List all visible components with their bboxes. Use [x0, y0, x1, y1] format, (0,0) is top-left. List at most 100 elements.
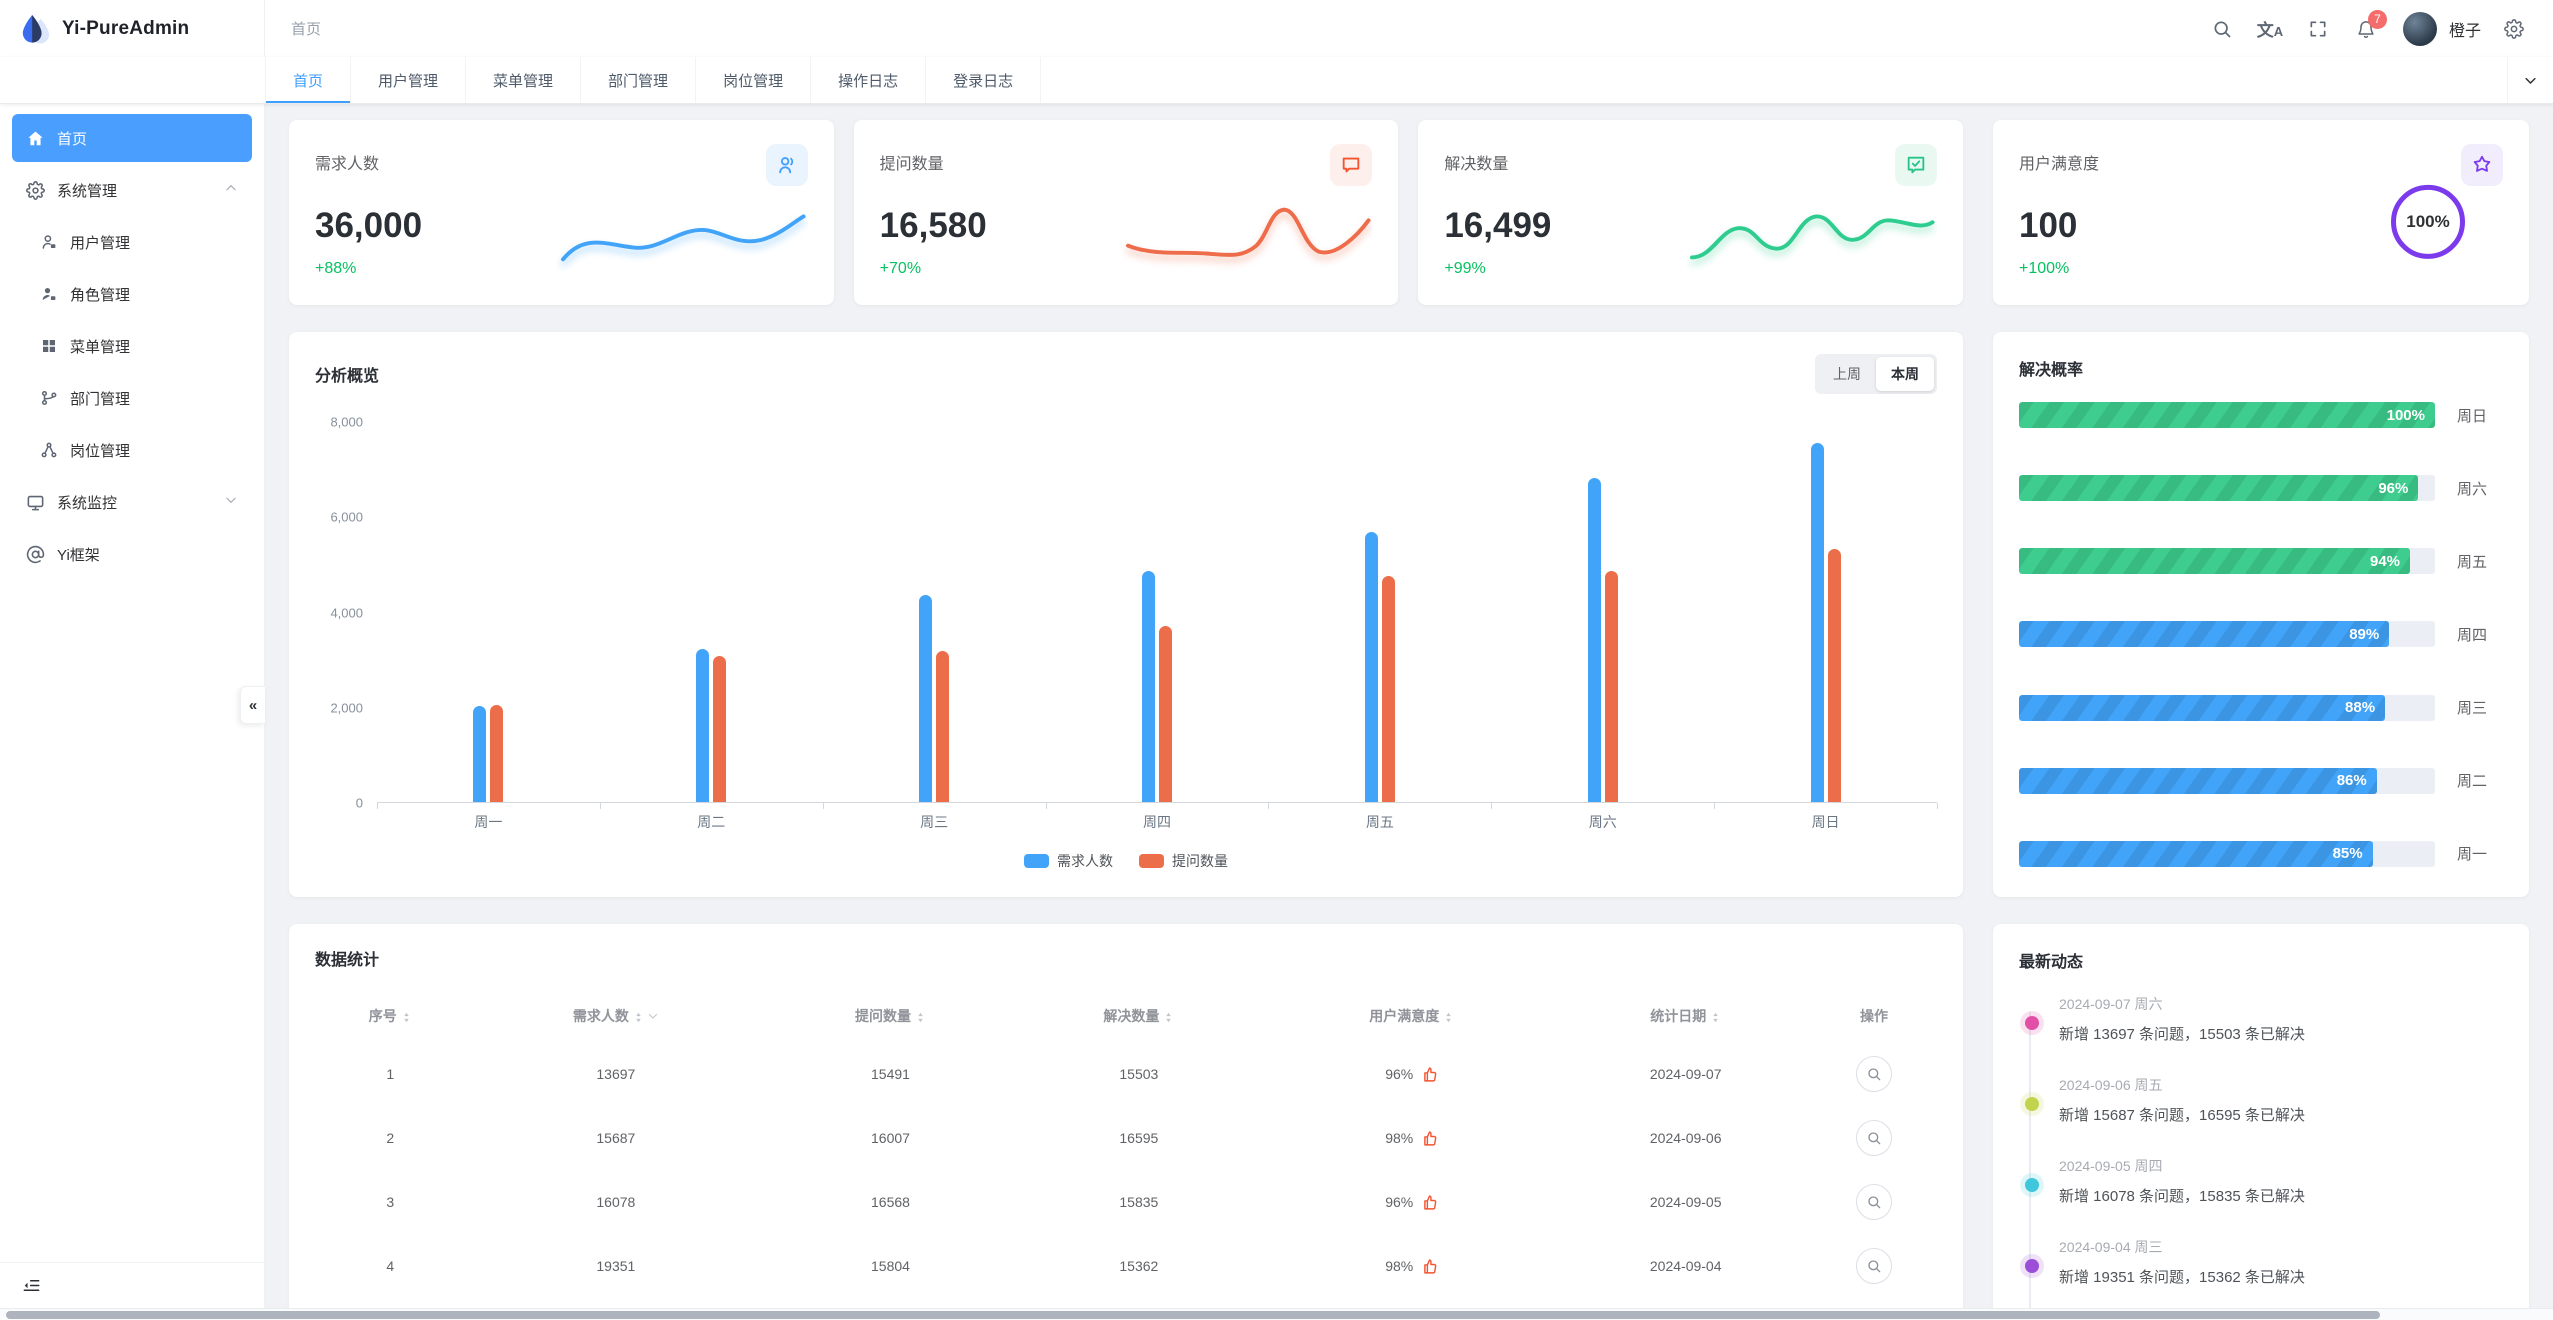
chevron-down-icon — [224, 493, 238, 511]
date-cell: 2024-09-05 — [1649, 1194, 1722, 1210]
timeline-text: 新增 19351 条问题，15362 条已解决 — [2059, 1269, 2305, 1286]
avatar[interactable] — [2402, 11, 2437, 46]
progress-track: 86% — [2019, 767, 2435, 794]
progress-row-周五: 94% 周五 — [2019, 548, 2503, 575]
stat-trend: +70% — [879, 260, 922, 277]
legend-item-需求人数[interactable]: 需求人数 — [1024, 851, 1113, 871]
app-header: Yi-PureAdmin 首页 文A 7 橙子 — [0, 0, 2553, 57]
table-cell: 16007 — [871, 1130, 910, 1146]
sidebar-item-系统监控[interactable]: 系统监控 — [12, 478, 252, 526]
table-header-row: 序号 需求人数 提问数量 解决数量 用户满意度 统计日期 操作 — [315, 992, 1937, 1042]
chart-bar-需求人数-周二 — [696, 649, 710, 802]
stat-trend: +100% — [2019, 260, 2070, 277]
tab-1[interactable]: 首页 — [265, 57, 352, 103]
y-axis-label: 4,000 — [330, 605, 363, 620]
sidebar-item-岗位管理[interactable]: 岗位管理 — [12, 426, 252, 474]
fullscreen-icon[interactable] — [2297, 8, 2339, 50]
bell-icon[interactable]: 7 — [2345, 8, 2387, 50]
progress-value: 89% — [2349, 625, 2380, 643]
progress-row-周二: 86% 周二 — [2019, 767, 2503, 794]
user-name[interactable]: 橙子 — [2448, 22, 2481, 40]
sidebar-item-label: 角色管理 — [70, 286, 131, 304]
solve-panel-title: 解决概率 — [2019, 362, 2084, 379]
legend-label: 提问数量 — [1172, 853, 1228, 869]
tab-3[interactable]: 菜单管理 — [466, 57, 582, 103]
thumb-up-icon — [1424, 1130, 1437, 1146]
sidebar-item-部门管理[interactable]: 部门管理 — [12, 374, 252, 422]
settings-gear-icon[interactable] — [2493, 8, 2535, 50]
tab-4[interactable]: 部门管理 — [581, 57, 697, 103]
legend-swatch — [1024, 854, 1049, 868]
column-header-序号[interactable]: 序号 — [315, 992, 465, 1042]
chart-x-axis: 周一 周二 周三 周四 周五 周六 周日 — [377, 803, 1938, 833]
x-axis-label: 周二 — [697, 814, 726, 830]
view-detail-button[interactable] — [1856, 1120, 1892, 1156]
column-header-提问数量[interactable]: 提问数量 — [766, 992, 1014, 1042]
progress-fill: 85% — [2019, 840, 2373, 867]
stat-trend: +99% — [1444, 260, 1486, 277]
timeline-date: 2024-09-05 周四 — [2059, 1158, 2163, 1174]
column-header-用户满意度[interactable]: 用户满意度 — [1263, 992, 1560, 1042]
progress-day-label: 周日 — [2457, 407, 2488, 425]
scrollbar-thumb[interactable] — [6, 1311, 2381, 1319]
sidebar-collapse-button[interactable]: « — [240, 686, 265, 724]
bar-chart: 0 2,000 4,000 6,000 8,000 周一 周二 周三 周四 周五 周六 周日 需求人… — [315, 415, 1938, 875]
legend-item-提问数量[interactable]: 提问数量 — [1139, 851, 1228, 871]
stat-title: 需求人数 — [315, 156, 380, 173]
tab-5[interactable]: 岗位管理 — [696, 57, 812, 103]
home-icon — [28, 131, 43, 145]
search-icon[interactable] — [2201, 8, 2243, 50]
sidebar-item-系统管理[interactable]: 系统管理 — [12, 166, 252, 214]
tab-menu-chevron-down-icon[interactable] — [2507, 57, 2553, 103]
translate-icon[interactable]: 文A — [2256, 21, 2284, 40]
sidebar-fold-toggle[interactable] — [0, 1262, 264, 1308]
view-detail-button[interactable] — [1856, 1248, 1892, 1284]
table-cell: 13697 — [596, 1066, 636, 1082]
sidebar-item-角色管理[interactable]: 角色管理 — [12, 270, 252, 318]
sidebar-item-用户管理[interactable]: 用户管理 — [12, 218, 252, 266]
week-toggle: 上周 本周 — [1815, 354, 1937, 394]
chart-legend: 需求人数 提问数量 — [315, 833, 1937, 875]
toggle-last-week[interactable]: 上周 — [1833, 366, 1861, 382]
menu-grid-icon — [43, 340, 55, 352]
latest-activity-card: 最新动态 2024-09-07 周六 新增 13697 条问题，15503 条已解… — [1993, 924, 2529, 1320]
view-detail-button[interactable] — [1856, 1184, 1892, 1220]
sidebar-item-菜单管理[interactable]: 菜单管理 — [12, 322, 252, 370]
x-axis-label: 周五 — [1365, 814, 1394, 830]
column-header-解决数量[interactable]: 解决数量 — [1015, 992, 1263, 1042]
chart-bar-需求人数-周一 — [473, 705, 487, 802]
table-cell: 16568 — [871, 1194, 910, 1210]
operation-cell — [1811, 1234, 1937, 1298]
table-row-4: 4 19351 15804 15362 98% 2024-09-04 — [315, 1234, 1937, 1298]
fold-icon — [23, 1279, 40, 1292]
x-axis-tick — [822, 803, 824, 809]
sidebar-item-Yi框架[interactable]: Yi框架 — [12, 530, 252, 578]
chevron-up-icon — [226, 185, 236, 191]
app-title: Yi-PureAdmin — [62, 17, 190, 39]
chart-bar-提问数量-周一 — [490, 704, 504, 802]
column-header-需求人数[interactable]: 需求人数 — [465, 992, 766, 1042]
tab-2[interactable]: 用户管理 — [351, 57, 467, 103]
x-axis-label: 周日 — [1811, 814, 1840, 830]
x-axis-label: 周六 — [1588, 814, 1617, 830]
analysis-overview-card: 分析概览 上周 本周 0 2,000 4,000 6,000 8,000 周一 周二 周三周… — [289, 332, 1963, 897]
stat-trend: +88% — [315, 260, 357, 277]
tab-6[interactable]: 操作日志 — [811, 57, 927, 103]
view-detail-button[interactable] — [1856, 1056, 1892, 1092]
user-icon — [42, 235, 56, 249]
timeline-dot — [2025, 1097, 2039, 1111]
sidebar-item-首页[interactable]: 首页 — [12, 114, 252, 162]
legend-label: 需求人数 — [1057, 853, 1113, 869]
column-header-统计日期[interactable]: 统计日期 — [1560, 992, 1811, 1042]
filter-chevron-down-icon — [648, 1014, 657, 1019]
tab-7[interactable]: 登录日志 — [926, 57, 1042, 103]
toggle-this-week[interactable]: 本周 — [1876, 357, 1934, 391]
operation-cell — [1811, 1106, 1937, 1170]
breadcrumb[interactable]: 首页 — [291, 21, 322, 38]
horizontal-scrollbar[interactable] — [0, 1308, 2553, 1320]
chart-bar-提问数量-周日 — [1827, 549, 1841, 802]
magnifier-icon — [1868, 1068, 1881, 1081]
department-icon — [41, 390, 57, 406]
satisfaction-ring: 100% — [2391, 184, 2465, 259]
